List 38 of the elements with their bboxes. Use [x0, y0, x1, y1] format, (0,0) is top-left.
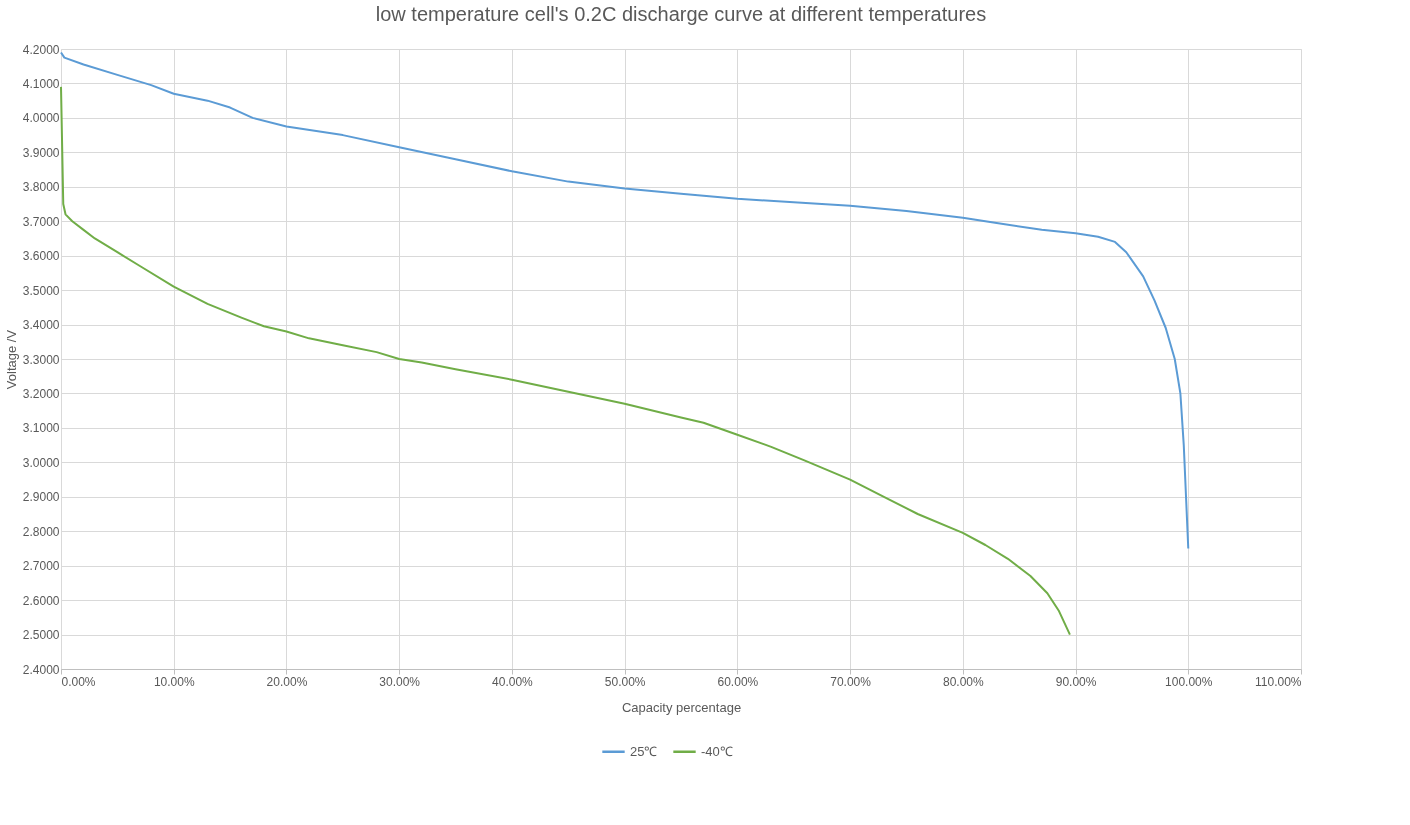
x-tick-label: 100.00%: [1165, 674, 1213, 689]
y-tick-label: 4.2000: [22, 42, 60, 57]
x-tick-label: 0.00%: [61, 674, 96, 689]
chart-title: low temperature cell's 0.2C discharge curve at different temperatures: [375, 3, 987, 25]
x-tick-label: 60.00%: [717, 674, 759, 689]
y-tick-label: 3.7000: [22, 214, 60, 229]
x-tick-label: 50.00%: [604, 674, 646, 689]
y-tick-label: 3.6000: [22, 249, 60, 264]
x-tick-label: 10.00%: [153, 674, 195, 689]
x-tick-label: 90.00%: [1055, 674, 1097, 689]
y-tick-label: 3.2000: [22, 386, 60, 401]
x-tick-label: 80.00%: [942, 674, 984, 689]
x-tick-label: 40.00%: [492, 674, 534, 689]
y-tick-label: 2.9000: [22, 490, 60, 505]
x-axis-title: Capacity percentage: [621, 699, 742, 715]
y-tick-label: 3.1000: [22, 421, 60, 436]
y-tick-label: 3.9000: [22, 145, 60, 160]
line-series: [60, 51, 1190, 550]
x-tick-label: 20.00%: [266, 674, 308, 689]
y-axis-title: Voltage /V: [3, 329, 19, 390]
y-tick-label: 4.0000: [22, 111, 60, 126]
y-tick-label: 3.5000: [22, 283, 60, 298]
y-tick-label: 2.5000: [22, 628, 60, 643]
x-tick-label: 70.00%: [830, 674, 872, 689]
legend-label: 25℃: [630, 743, 658, 759]
x-tick-label: 110.00%: [1255, 674, 1302, 689]
y-tick-label: 3.0000: [22, 455, 60, 470]
y-tick-label: 3.4000: [22, 318, 60, 333]
x-tick-label: 30.00%: [379, 674, 421, 689]
y-tick-label: 4.1000: [22, 76, 60, 91]
y-tick-label: 2.4000: [22, 662, 60, 677]
y-tick-label: 2.8000: [22, 524, 60, 539]
line-series: [60, 85, 1071, 636]
y-tick-label: 2.6000: [22, 593, 60, 608]
y-tick-label: 2.7000: [22, 559, 60, 574]
legend-label: -40℃: [701, 743, 733, 759]
y-tick-label: 3.3000: [22, 352, 60, 367]
y-tick-label: 3.8000: [22, 180, 60, 195]
